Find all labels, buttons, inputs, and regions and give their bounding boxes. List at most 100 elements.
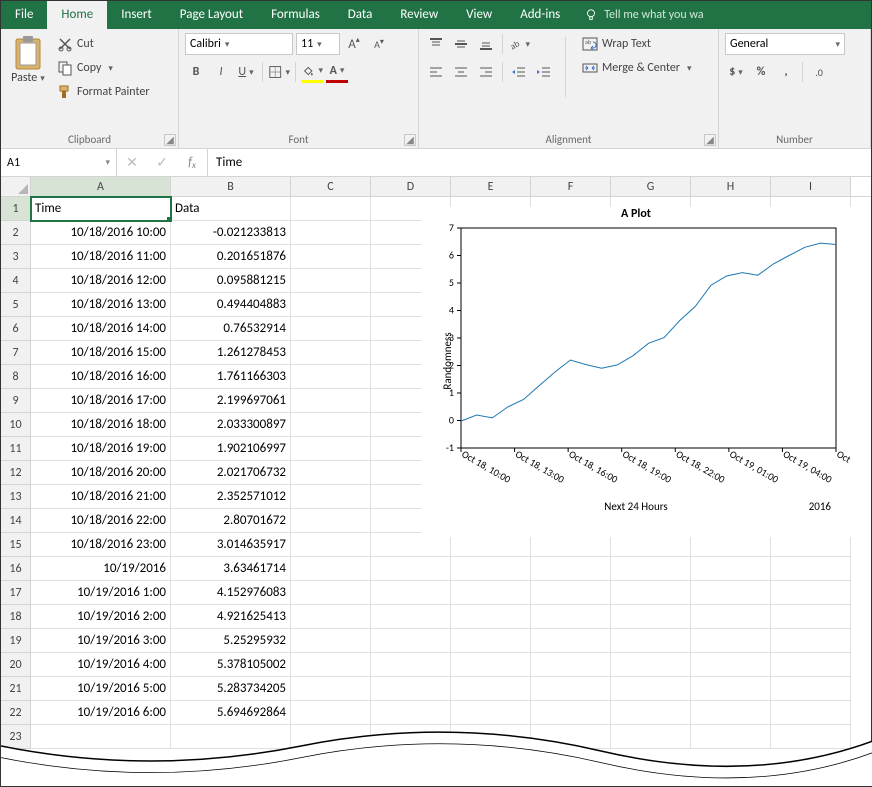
- tab-insert[interactable]: Insert: [107, 1, 166, 29]
- cell[interactable]: [451, 629, 531, 653]
- cell[interactable]: [371, 677, 451, 701]
- cell[interactable]: [291, 365, 371, 389]
- cell[interactable]: [291, 581, 371, 605]
- row-header[interactable]: 12: [1, 461, 31, 485]
- cell[interactable]: 10/18/2016 20:00: [31, 461, 171, 485]
- font-size-combo[interactable]: 11▾: [296, 33, 340, 55]
- cell[interactable]: 2.021706732: [171, 461, 291, 485]
- cell[interactable]: [611, 557, 691, 581]
- column-header-E[interactable]: E: [451, 177, 531, 196]
- format-painter-button[interactable]: Format Painter: [53, 81, 154, 103]
- cell[interactable]: 0.095881215: [171, 269, 291, 293]
- align-bottom-button[interactable]: [475, 33, 497, 55]
- row-header[interactable]: 14: [1, 509, 31, 533]
- chart[interactable]: A Plot Randomness -101234567Oct 18, 10:0…: [421, 207, 851, 537]
- cell[interactable]: [291, 293, 371, 317]
- tab-addins[interactable]: Add-ins: [506, 1, 574, 29]
- cell[interactable]: Time: [31, 197, 171, 221]
- formula-input[interactable]: Time: [208, 149, 871, 176]
- increase-decimal-button[interactable]: .0: [808, 61, 830, 83]
- tab-view[interactable]: View: [452, 1, 506, 29]
- cell[interactable]: 10/18/2016 18:00: [31, 413, 171, 437]
- cell[interactable]: [531, 653, 611, 677]
- italic-button[interactable]: I: [210, 61, 232, 83]
- cell[interactable]: [291, 509, 371, 533]
- increase-font-button[interactable]: A▴: [343, 33, 365, 55]
- cell[interactable]: [611, 725, 691, 749]
- cell[interactable]: [771, 557, 851, 581]
- row-header[interactable]: 15: [1, 533, 31, 557]
- row-header[interactable]: 9: [1, 389, 31, 413]
- bold-button[interactable]: B: [185, 61, 207, 83]
- alignment-dialog-launcher[interactable]: ◢: [704, 134, 716, 146]
- cell[interactable]: [531, 629, 611, 653]
- cell[interactable]: [531, 677, 611, 701]
- cell[interactable]: [531, 557, 611, 581]
- row-header[interactable]: 5: [1, 293, 31, 317]
- cell[interactable]: [451, 725, 531, 749]
- row-header[interactable]: 1: [1, 197, 31, 221]
- cell[interactable]: [291, 485, 371, 509]
- align-right-button[interactable]: [475, 61, 497, 83]
- cell[interactable]: [691, 629, 771, 653]
- enter-formula-button[interactable]: ✓: [147, 154, 177, 171]
- cell[interactable]: [531, 725, 611, 749]
- cell[interactable]: [371, 701, 451, 725]
- cell[interactable]: [531, 605, 611, 629]
- cell[interactable]: 3.63461714: [171, 557, 291, 581]
- cell[interactable]: 2.80701672: [171, 509, 291, 533]
- cell[interactable]: [691, 677, 771, 701]
- underline-button[interactable]: U: [235, 61, 257, 83]
- cell[interactable]: 10/19/2016 1:00: [31, 581, 171, 605]
- cell[interactable]: [771, 701, 851, 725]
- decrease-font-button[interactable]: A▾: [368, 33, 390, 55]
- cell[interactable]: 4.921625413: [171, 605, 291, 629]
- orientation-button[interactable]: ab: [508, 33, 530, 55]
- cell[interactable]: [291, 437, 371, 461]
- cell[interactable]: [691, 701, 771, 725]
- row-header[interactable]: 8: [1, 365, 31, 389]
- row-header[interactable]: 2: [1, 221, 31, 245]
- row-header[interactable]: 3: [1, 245, 31, 269]
- cell[interactable]: Data: [171, 197, 291, 221]
- wrap-text-button[interactable]: ab Wrap Text: [576, 33, 698, 55]
- cell[interactable]: 5.694692864: [171, 701, 291, 725]
- cell[interactable]: [771, 725, 851, 749]
- cell[interactable]: [771, 653, 851, 677]
- cell[interactable]: 10/18/2016 11:00: [31, 245, 171, 269]
- accounting-format-button[interactable]: $: [725, 61, 747, 83]
- clipboard-dialog-launcher[interactable]: ◢: [164, 134, 176, 146]
- cell[interactable]: [691, 653, 771, 677]
- row-header[interactable]: 10: [1, 413, 31, 437]
- cell[interactable]: [371, 653, 451, 677]
- cell[interactable]: 0.201651876: [171, 245, 291, 269]
- row-header[interactable]: 4: [1, 269, 31, 293]
- cell[interactable]: [451, 701, 531, 725]
- cell[interactable]: 10/18/2016 16:00: [31, 365, 171, 389]
- row-header[interactable]: 19: [1, 629, 31, 653]
- column-header-B[interactable]: B: [171, 177, 291, 196]
- tell-me-search[interactable]: Tell me what you wa: [574, 1, 713, 29]
- cell[interactable]: [371, 629, 451, 653]
- row-header[interactable]: 7: [1, 341, 31, 365]
- comma-format-button[interactable]: ,: [775, 61, 797, 83]
- cell[interactable]: 10/18/2016 12:00: [31, 269, 171, 293]
- cell[interactable]: [691, 557, 771, 581]
- cell[interactable]: [531, 701, 611, 725]
- tab-data[interactable]: Data: [334, 1, 387, 29]
- decrease-indent-button[interactable]: [508, 61, 530, 83]
- cell[interactable]: [291, 557, 371, 581]
- merge-center-button[interactable]: Merge & Center: [576, 57, 698, 79]
- row-header[interactable]: 18: [1, 605, 31, 629]
- cell[interactable]: [291, 605, 371, 629]
- number-format-combo[interactable]: General▾: [725, 33, 845, 55]
- cell[interactable]: 1.261278453: [171, 341, 291, 365]
- cell[interactable]: [451, 653, 531, 677]
- cell[interactable]: 5.378105002: [171, 653, 291, 677]
- cell[interactable]: 1.761166303: [171, 365, 291, 389]
- name-box[interactable]: A1 ▾: [1, 149, 117, 176]
- cell[interactable]: [291, 629, 371, 653]
- cell[interactable]: [451, 605, 531, 629]
- row-header[interactable]: 6: [1, 317, 31, 341]
- cell[interactable]: [371, 605, 451, 629]
